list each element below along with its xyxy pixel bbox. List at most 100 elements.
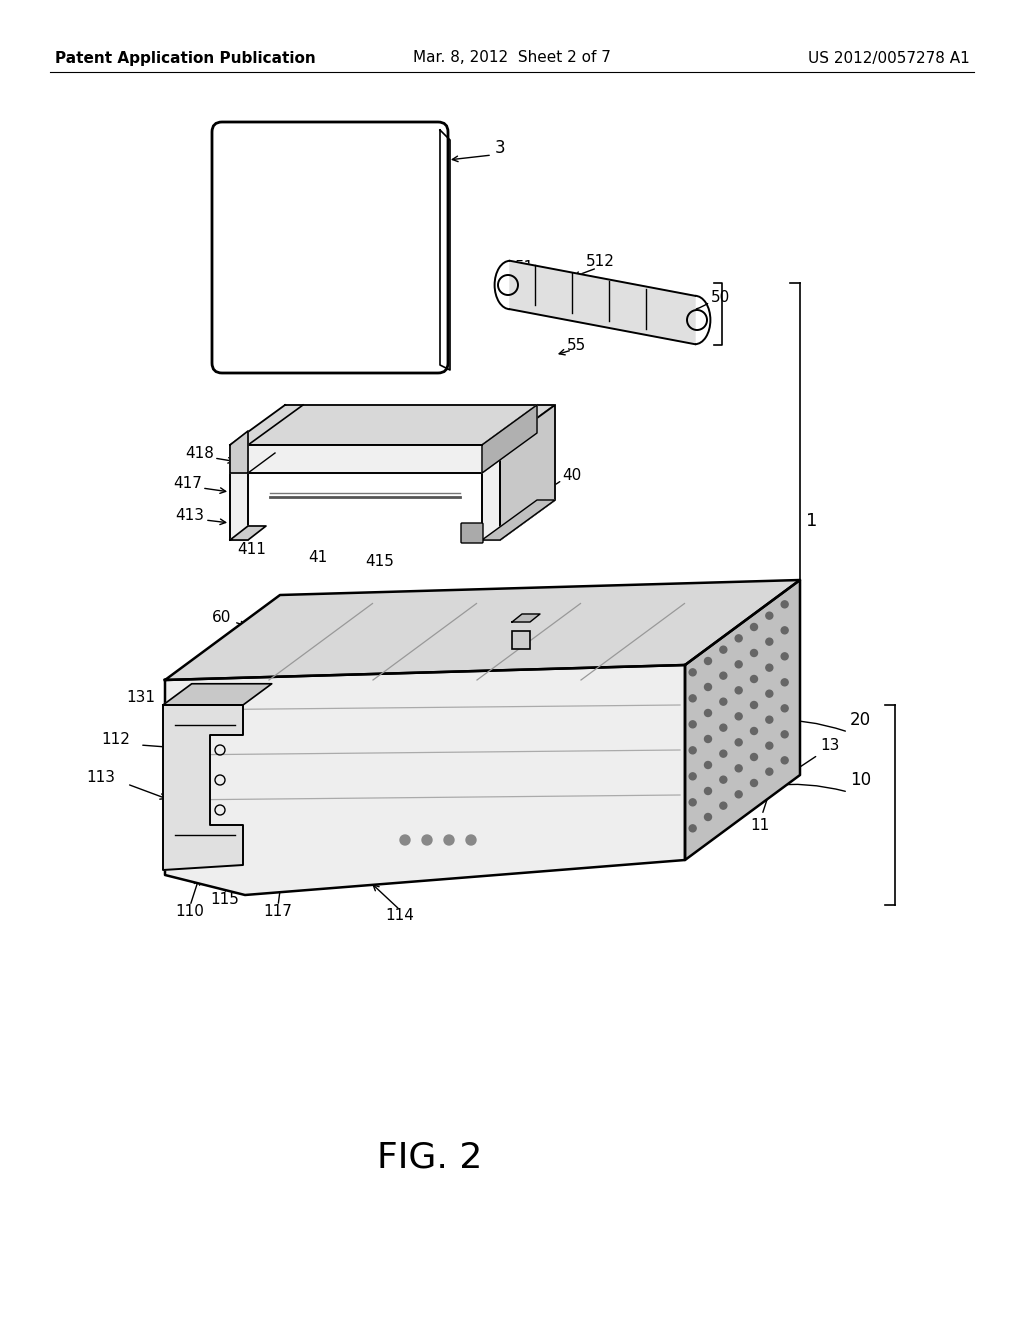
Polygon shape bbox=[230, 432, 248, 473]
Text: 418: 418 bbox=[185, 446, 214, 461]
Polygon shape bbox=[230, 525, 266, 540]
Circle shape bbox=[766, 717, 773, 723]
Circle shape bbox=[781, 756, 788, 764]
Circle shape bbox=[735, 713, 742, 719]
Circle shape bbox=[751, 676, 758, 682]
Circle shape bbox=[689, 772, 696, 780]
Text: 50: 50 bbox=[711, 290, 730, 305]
Circle shape bbox=[735, 635, 742, 642]
Text: 117: 117 bbox=[263, 904, 293, 920]
Text: 13: 13 bbox=[820, 738, 840, 752]
Text: 10: 10 bbox=[850, 771, 871, 789]
Circle shape bbox=[735, 791, 742, 797]
Text: 53: 53 bbox=[673, 314, 691, 330]
Circle shape bbox=[720, 672, 727, 680]
Circle shape bbox=[720, 647, 727, 653]
Circle shape bbox=[735, 739, 742, 746]
Circle shape bbox=[781, 705, 788, 711]
Text: Mar. 8, 2012  Sheet 2 of 7: Mar. 8, 2012 Sheet 2 of 7 bbox=[413, 50, 611, 66]
Polygon shape bbox=[230, 405, 555, 445]
Text: 112: 112 bbox=[101, 733, 130, 747]
Circle shape bbox=[400, 836, 410, 845]
Polygon shape bbox=[440, 129, 450, 370]
Circle shape bbox=[720, 803, 727, 809]
Text: 415: 415 bbox=[366, 554, 394, 569]
FancyBboxPatch shape bbox=[512, 631, 530, 649]
Circle shape bbox=[720, 725, 727, 731]
Circle shape bbox=[705, 710, 712, 717]
Circle shape bbox=[751, 701, 758, 709]
Circle shape bbox=[751, 780, 758, 787]
Text: 20: 20 bbox=[850, 711, 871, 729]
Circle shape bbox=[689, 669, 696, 676]
Circle shape bbox=[689, 694, 696, 702]
Text: 413: 413 bbox=[175, 507, 205, 523]
Text: 113: 113 bbox=[86, 771, 115, 785]
Text: 11: 11 bbox=[751, 817, 770, 833]
Text: US 2012/0057278 A1: US 2012/0057278 A1 bbox=[808, 50, 970, 66]
Circle shape bbox=[735, 661, 742, 668]
Text: 40: 40 bbox=[562, 467, 582, 483]
Circle shape bbox=[751, 649, 758, 656]
Circle shape bbox=[444, 836, 454, 845]
Circle shape bbox=[705, 657, 712, 664]
Circle shape bbox=[720, 750, 727, 758]
Polygon shape bbox=[685, 579, 800, 861]
Circle shape bbox=[766, 742, 773, 750]
Polygon shape bbox=[500, 405, 555, 540]
Circle shape bbox=[705, 735, 712, 742]
Text: 417: 417 bbox=[173, 475, 203, 491]
Circle shape bbox=[735, 764, 742, 772]
Circle shape bbox=[781, 678, 788, 686]
Text: 411: 411 bbox=[238, 543, 266, 557]
Circle shape bbox=[766, 690, 773, 697]
Circle shape bbox=[751, 727, 758, 734]
Polygon shape bbox=[482, 500, 555, 540]
Circle shape bbox=[705, 684, 712, 690]
Circle shape bbox=[781, 653, 788, 660]
Circle shape bbox=[689, 799, 696, 805]
Circle shape bbox=[751, 754, 758, 760]
Circle shape bbox=[766, 638, 773, 645]
Polygon shape bbox=[165, 665, 685, 895]
Text: 1: 1 bbox=[806, 512, 818, 531]
Polygon shape bbox=[220, 129, 440, 366]
Circle shape bbox=[766, 612, 773, 619]
Text: 55: 55 bbox=[567, 338, 587, 352]
Polygon shape bbox=[163, 684, 271, 705]
Circle shape bbox=[781, 627, 788, 634]
Circle shape bbox=[766, 768, 773, 775]
Text: 3: 3 bbox=[495, 139, 505, 157]
Circle shape bbox=[255, 628, 269, 642]
Polygon shape bbox=[512, 614, 540, 622]
Polygon shape bbox=[165, 579, 800, 680]
Circle shape bbox=[720, 776, 727, 783]
Polygon shape bbox=[482, 405, 537, 473]
Text: 131: 131 bbox=[126, 690, 155, 705]
Text: 41: 41 bbox=[308, 550, 328, 565]
Polygon shape bbox=[510, 261, 695, 345]
Text: 21: 21 bbox=[735, 618, 755, 632]
FancyBboxPatch shape bbox=[461, 523, 483, 543]
Circle shape bbox=[705, 762, 712, 768]
FancyBboxPatch shape bbox=[212, 121, 449, 374]
Text: 115: 115 bbox=[211, 892, 240, 908]
Text: 512: 512 bbox=[586, 255, 614, 269]
Circle shape bbox=[705, 788, 712, 795]
Text: 412: 412 bbox=[416, 450, 444, 466]
Text: 114: 114 bbox=[386, 908, 415, 924]
Circle shape bbox=[781, 601, 788, 607]
Circle shape bbox=[781, 731, 788, 738]
Circle shape bbox=[422, 836, 432, 845]
Text: 110: 110 bbox=[175, 904, 205, 920]
Circle shape bbox=[766, 664, 773, 671]
Circle shape bbox=[689, 825, 696, 832]
Text: 51: 51 bbox=[515, 260, 535, 276]
Circle shape bbox=[689, 721, 696, 727]
Circle shape bbox=[689, 747, 696, 754]
Text: FIG. 2: FIG. 2 bbox=[377, 1140, 482, 1175]
Circle shape bbox=[466, 836, 476, 845]
Polygon shape bbox=[230, 445, 500, 540]
Circle shape bbox=[249, 622, 275, 648]
Polygon shape bbox=[163, 705, 243, 870]
